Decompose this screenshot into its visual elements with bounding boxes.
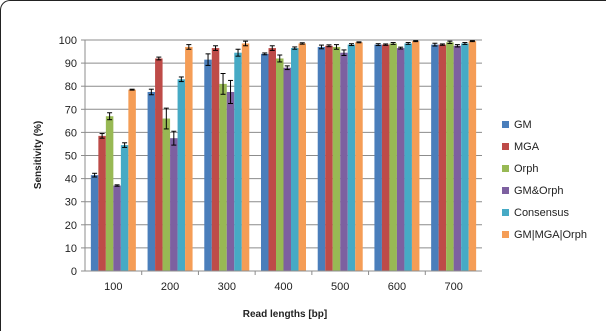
bar	[276, 58, 284, 272]
bar	[453, 45, 462, 272]
bar	[374, 44, 382, 272]
y-tick-label: 0	[71, 266, 77, 278]
bar	[404, 43, 412, 272]
bar	[438, 44, 447, 272]
y-tick-label: 30	[65, 197, 77, 209]
y-tick-label: 80	[65, 81, 77, 93]
y-tick-label: 50	[65, 151, 77, 163]
y-tick-label: 90	[65, 58, 77, 70]
legend-label: Consensus	[514, 207, 570, 219]
legend-swatch	[502, 209, 509, 216]
bar	[241, 43, 250, 272]
legend-label: GM&Orph	[514, 185, 564, 197]
bar	[211, 48, 220, 272]
x-tick-label: 500	[331, 281, 349, 293]
bar	[411, 41, 420, 271]
bar	[219, 83, 227, 271]
bar	[113, 185, 121, 271]
y-tick-label: 40	[65, 174, 77, 186]
legend-swatch	[502, 231, 509, 238]
bar	[170, 138, 178, 271]
bar	[389, 43, 397, 272]
x-tick-label: 400	[274, 281, 292, 293]
y-tick-label: 10	[65, 243, 77, 255]
bar	[162, 118, 171, 271]
bar	[283, 67, 291, 271]
legend-label: MGA	[514, 141, 540, 153]
bar	[90, 175, 99, 271]
legend-swatch	[502, 121, 509, 128]
x-tick-label: 200	[161, 281, 179, 293]
axes: 0 10 20 30 40 50 60 70 80 90 100 100 200 300 400 500 600…	[59, 35, 482, 293]
x-tick-label: 600	[388, 281, 406, 293]
legend-label: Orph	[514, 163, 538, 175]
y-tick-label: 70	[65, 104, 77, 116]
y-axis-title: Sensitivity (%)	[33, 121, 44, 189]
legend-label: GM	[514, 119, 532, 131]
bar	[147, 91, 156, 271]
bar	[317, 46, 326, 272]
bar	[347, 44, 356, 272]
bar	[396, 48, 405, 272]
bar	[431, 44, 439, 272]
bar	[468, 41, 477, 271]
bar	[155, 58, 163, 272]
x-tick-label: 300	[218, 281, 236, 293]
bar	[355, 42, 363, 272]
bar	[226, 91, 235, 271]
y-tick-label: 100	[59, 35, 77, 47]
bar	[298, 43, 306, 272]
bar	[105, 116, 114, 271]
x-tick-label: 100	[104, 281, 122, 293]
bar	[185, 46, 193, 272]
bar	[177, 79, 186, 272]
x-axis-title: Read lengths [bp]	[243, 309, 327, 320]
bar	[340, 52, 348, 271]
bars	[90, 41, 477, 272]
y-tick-label: 60	[65, 127, 77, 139]
bar	[98, 135, 106, 271]
legend-label: GM|MGA|Orph	[514, 229, 587, 241]
bar	[234, 52, 242, 271]
x-tick-label: 700	[444, 281, 462, 293]
legend: GM MGA Orph GM&Orph Consensus GM|MGA|Orph	[502, 119, 587, 241]
bar	[332, 46, 341, 272]
bar	[461, 43, 469, 272]
bar	[325, 45, 333, 272]
bar	[291, 48, 299, 272]
bar	[204, 59, 212, 272]
legend-swatch	[502, 143, 509, 150]
bar	[268, 48, 276, 272]
bar	[261, 53, 269, 271]
bar	[381, 44, 390, 272]
bar	[446, 42, 454, 272]
bar	[128, 89, 136, 271]
bar	[120, 145, 129, 271]
legend-swatch	[502, 165, 509, 172]
y-tick-label: 20	[65, 220, 77, 232]
error-bars	[92, 40, 475, 187]
legend-swatch	[502, 187, 509, 194]
